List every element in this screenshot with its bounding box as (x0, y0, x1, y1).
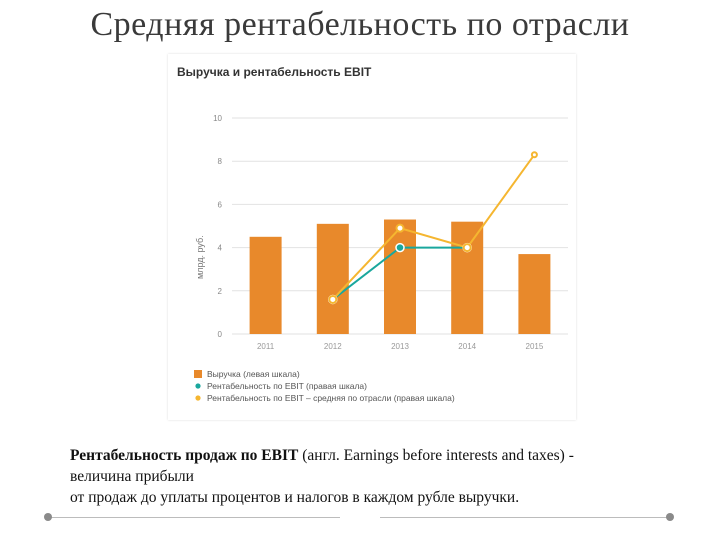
data-point (395, 223, 405, 233)
legend-marker (194, 370, 202, 378)
caption: Рентабельность продаж по EBIT (англ. Ear… (70, 445, 670, 508)
x-tick-label: 2012 (324, 342, 342, 351)
legend-label: Выручка (левая шкала) (207, 369, 300, 379)
legend-label: Рентабельность по EBIT (правая шкала) (207, 381, 367, 391)
bar (316, 223, 349, 334)
lines-layer (328, 151, 538, 305)
y-tick-label: 10 (213, 114, 222, 123)
x-tick-label: 2014 (458, 342, 476, 351)
slide-title: Средняя рентабельность по отрасли (90, 6, 630, 43)
caption-line3: от продаж до уплаты процентов и налогов … (70, 489, 520, 506)
x-tick-labels: 2011 2012 2013 2014 2015 (257, 342, 544, 351)
data-point (462, 243, 472, 253)
caption-term: Рентабельность продаж по EBIT (70, 447, 299, 464)
data-point (395, 242, 405, 253)
caption-line1-rest: (англ. Earnings before interests and tax… (298, 447, 574, 464)
y-axis-label: млрд. руб. (195, 235, 205, 279)
x-tick-label: 2013 (391, 342, 409, 351)
footer-divider-left (50, 517, 340, 518)
bar (518, 254, 551, 334)
legend-marker (195, 383, 201, 389)
y-tick-label: 6 (218, 200, 223, 209)
y-tick-label: 0 (218, 330, 223, 339)
y-tick-label: 4 (218, 244, 223, 253)
chart-svg: Выручка и рентабельность EBIT млрд. руб.… (177, 65, 568, 403)
chart-panel: Выручка и рентабельность EBIT млрд. руб.… (168, 54, 576, 420)
x-tick-label: 2015 (526, 342, 544, 351)
legend: Выручка (левая шкала) Рентабельность по E… (194, 369, 455, 403)
bar (249, 236, 282, 334)
footer-bullet-right (666, 513, 674, 521)
footer-divider-right (380, 517, 668, 518)
bars-layer (249, 219, 551, 334)
footer-bullet-left (44, 513, 52, 521)
y-tick-label: 8 (218, 157, 223, 166)
caption-line2: величина прибыли (70, 468, 194, 485)
legend-marker (195, 395, 201, 401)
x-tick-label: 2011 (257, 342, 275, 351)
y-tick-label: 2 (218, 287, 223, 296)
chart-title: Выручка и рентабельность EBIT (177, 65, 372, 79)
data-point (530, 151, 538, 159)
bar (384, 219, 416, 334)
bar (451, 221, 484, 334)
data-point (328, 294, 338, 304)
legend-label: Рентабельность по EBIT – средняя по отра… (207, 393, 455, 403)
series-line (332, 154, 536, 301)
